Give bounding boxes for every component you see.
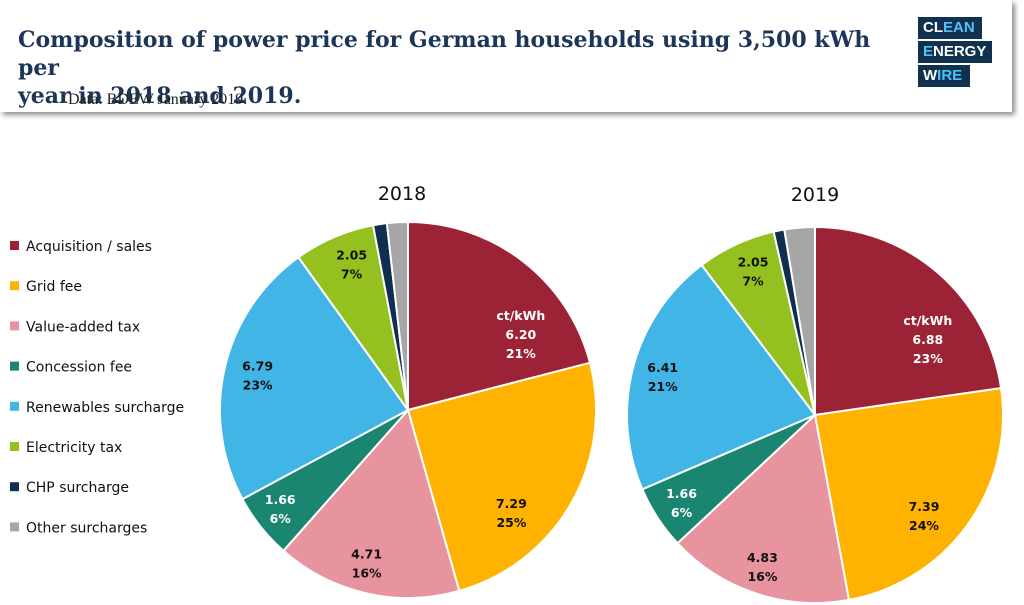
- pie-2018-slice-grid-fee: [406, 361, 597, 593]
- pie-2018-slice-other-surcharges: [385, 220, 409, 411]
- legend-swatch-value-added-tax: [10, 321, 19, 331]
- pie-2018-label-value-added-tax-percent: 16%: [352, 566, 382, 581]
- legend-label-other-surcharges: Other surcharges: [26, 520, 147, 536]
- legend-label-acquisition-sales: Acquisition / sales: [26, 239, 152, 255]
- header-panel: Composition of power price for German ho…: [0, 0, 1012, 112]
- logo-line-clean: CLEAN: [918, 17, 982, 39]
- pie-2018-slice-value-added-tax: [282, 407, 461, 599]
- legend-label-grid-fee: Grid fee: [26, 279, 82, 295]
- data-source: Data: BDEW January 2019.: [68, 91, 248, 108]
- legend-swatch-acquisition-sales: [10, 241, 19, 250]
- legend-label-renewables-surcharge: Renewables surcharge: [26, 400, 184, 416]
- pie-2019-label-electricity-tax-percent: 7%: [742, 274, 764, 289]
- legend-label-electricity-tax: Electricity tax: [26, 440, 122, 456]
- pie-2018-slice-acquisition-sales: [407, 220, 592, 412]
- pie-2018-label-grid-fee-percent: 25%: [496, 515, 526, 530]
- pie-2019-label-grid-fee-value: 7.39: [909, 499, 940, 514]
- pie-2019-label-concession-fee-percent: 6%: [671, 505, 693, 520]
- legend-label-chp-surcharge: CHP surcharge: [26, 480, 129, 496]
- logo-line-energy: ENERGY: [918, 41, 992, 63]
- legend-swatch-other-surcharges: [10, 522, 19, 532]
- pie-title-2018: 2018: [378, 183, 426, 205]
- pie-2018-label-concession-fee-percent: 6%: [270, 511, 292, 526]
- pie-2018-label-renewables-surcharge-percent: 23%: [243, 378, 273, 393]
- chart-title-line1: Composition of power price for German ho…: [18, 27, 871, 81]
- pie-2019-label-renewables-surcharge-percent: 21%: [648, 379, 678, 394]
- pie-2018-label-electricity-tax-value: 2.05: [336, 248, 367, 263]
- legend-label-value-added-tax: Value-added tax: [26, 319, 140, 335]
- pie-2019-label-acquisition-sales-unit: ct/kWh: [903, 313, 952, 328]
- pie-2018-label-acquisition-sales-value: 6.20: [505, 327, 536, 342]
- legend-label-concession-fee: Concession fee: [26, 360, 132, 376]
- pie-2019-label-renewables-surcharge-value: 6.41: [647, 360, 678, 375]
- pie-2018-label-renewables-surcharge-value: 6.79: [242, 359, 273, 374]
- chart-title-line2: year in 2018 and 2019.: [18, 83, 302, 109]
- pie-2019-slice-other-surcharges: [783, 225, 816, 416]
- pie-2019-label-value-added-tax-percent: 16%: [747, 569, 777, 584]
- pie-2018-label-grid-fee-value: 7.29: [496, 496, 527, 511]
- pie-2019-label-acquisition-sales-value: 6.88: [912, 332, 943, 347]
- legend-swatch-renewables-surcharge: [10, 401, 19, 411]
- pie-2018-slice-renewables-surcharge: [219, 255, 410, 501]
- pie-2019-slice-renewables-surcharge: [626, 263, 817, 491]
- chart-title: Composition of power price for German ho…: [18, 26, 918, 110]
- legend-swatch-grid-fee: [10, 281, 19, 291]
- pie-2018-label-electricity-tax-percent: 7%: [341, 267, 363, 282]
- pie-2018-label-acquisition-sales-unit: ct/kWh: [496, 308, 545, 323]
- pie-title-2019: 2019: [791, 184, 839, 206]
- pie-2019-label-value-added-tax-value: 4.83: [747, 550, 778, 565]
- pie-2018-label-value-added-tax-value: 4.71: [351, 547, 382, 562]
- pie-2019-label-concession-fee-value: 1.66: [666, 486, 697, 501]
- clean-energy-wire-logo: CLEAN ENERGY WIRE: [918, 17, 998, 89]
- legend-swatch-concession-fee: [10, 361, 19, 371]
- pie-2019-slice-grid-fee: [813, 386, 1004, 602]
- logo-line-wire: WIRE: [918, 65, 970, 87]
- pie-2019-label-electricity-tax-value: 2.05: [738, 255, 769, 270]
- legend-swatch-chp-surcharge: [10, 482, 19, 492]
- pie-2018-label-acquisition-sales-percent: 21%: [506, 346, 536, 361]
- legend-swatch-electricity-tax: [10, 442, 19, 451]
- pie-2018-label-concession-fee-value: 1.66: [265, 492, 296, 507]
- pie-2019-label-grid-fee-percent: 24%: [909, 518, 939, 533]
- pie-2019-label-acquisition-sales-percent: 23%: [913, 351, 943, 366]
- pie-2019-slice-value-added-tax: [676, 413, 851, 604]
- pie-2019-slice-acquisition-sales: [814, 225, 1003, 417]
